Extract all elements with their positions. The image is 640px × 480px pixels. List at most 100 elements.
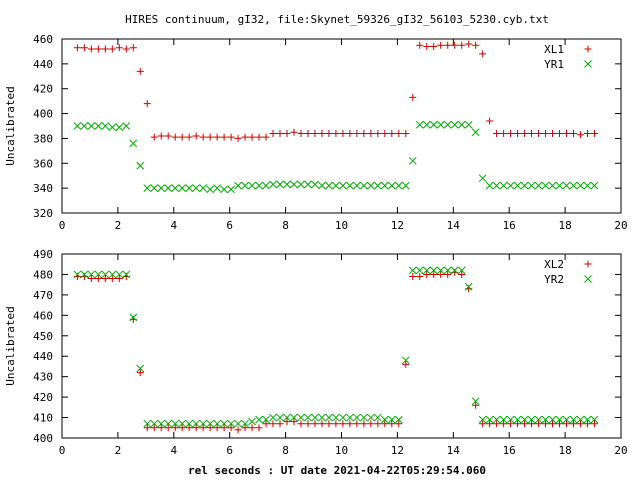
xl1-point (115, 44, 123, 52)
yr1-point (548, 181, 557, 190)
xl2-point (332, 420, 340, 428)
xl2-point (262, 420, 270, 428)
yr2-point (150, 419, 159, 428)
yr2-point (534, 415, 543, 424)
xl2-point (409, 272, 417, 280)
yr1-point (318, 181, 326, 190)
x-tick-label: 6 (226, 219, 233, 232)
yr1-point (304, 180, 312, 189)
yr1-point (576, 181, 585, 190)
xl1-point (367, 129, 375, 137)
yr2-point (471, 397, 480, 406)
yr1-point (80, 122, 89, 130)
yr2-point (464, 282, 473, 291)
x-tick-label: 0 (59, 219, 66, 232)
yr2-point (478, 415, 487, 424)
yr2-point (206, 419, 214, 428)
yr1-point (178, 184, 187, 192)
y-tick-label: 490 (33, 248, 53, 261)
xl2-point (514, 420, 522, 428)
yr1-point (339, 181, 347, 190)
yr1-point (506, 181, 515, 190)
y-tick-label: 460 (33, 33, 53, 46)
x-tick-label: 12 (391, 444, 404, 457)
xl2-point (576, 420, 584, 428)
yr1-point (241, 181, 249, 190)
yr1-point (269, 180, 277, 189)
xl2-point (444, 270, 452, 278)
xl2-point (283, 418, 291, 426)
yr2-point (457, 266, 466, 275)
x-tick-label: 14 (447, 444, 461, 457)
xl2-point (213, 424, 221, 432)
yr1-point (262, 181, 270, 190)
x-tick-label: 10 (335, 444, 348, 457)
yr2-point (506, 415, 515, 424)
y-axis-label: Uncalibrated (4, 306, 17, 385)
yr2-point (513, 415, 522, 424)
xl2-point (171, 424, 179, 432)
yr1-point (471, 128, 480, 137)
xl1-point (395, 129, 403, 137)
xl1-point (283, 129, 291, 137)
yr1-point (429, 120, 438, 129)
xl2-point (115, 275, 123, 283)
yr2-point (429, 266, 438, 275)
yr1-point (450, 120, 459, 129)
xl2-point (458, 270, 466, 278)
x-tick-label: 4 (170, 444, 177, 457)
yr1-point (325, 181, 333, 190)
yr1-point (422, 120, 431, 129)
legend-label: XL2 (544, 258, 564, 271)
xl2-point (549, 420, 557, 428)
yr1-point (234, 181, 242, 190)
bottom-plot: 0 2 4 6 8 10 12 14 16 18 20 400 410 420 430 440 450 460 47… (4, 248, 628, 457)
xl2-point (157, 424, 165, 432)
yr1-point (171, 184, 180, 192)
xl1-point (576, 131, 584, 139)
yr2-point (129, 313, 138, 322)
yr2-point (311, 413, 319, 422)
xl2-point (583, 420, 591, 428)
y-tick-label: 360 (33, 157, 53, 170)
xl2-point (325, 420, 333, 428)
xl1-point (220, 133, 228, 141)
xl2-point (500, 420, 508, 428)
x-tick-label: 14 (447, 219, 461, 232)
legend-label: YR2 (544, 273, 564, 286)
xl1-point (528, 129, 536, 137)
xl1-point (430, 42, 438, 50)
yr2-point (415, 266, 424, 275)
xl1-point (297, 129, 305, 137)
xl2-point (430, 270, 438, 278)
x-tick-label: 20 (614, 444, 627, 457)
xl2-point (374, 420, 382, 428)
yr1-point (143, 184, 152, 192)
xl2-point (360, 420, 368, 428)
yr1-point (513, 181, 522, 190)
yr1-point (373, 181, 382, 190)
x-tick-label: 18 (558, 444, 571, 457)
xl1-point (451, 41, 459, 49)
xl1-point (353, 129, 361, 137)
legend-label: YR1 (544, 58, 564, 71)
yr1-point (213, 184, 221, 192)
xl2-point (269, 420, 277, 428)
xl2-point (276, 420, 284, 428)
xl1-point (388, 129, 396, 137)
xl1-point (304, 129, 312, 137)
xl1-point (143, 100, 151, 108)
xl1-point (171, 133, 179, 141)
yr1-point (192, 184, 201, 192)
yr2-point (220, 419, 228, 428)
xl1-point (80, 44, 88, 52)
xl1-point (178, 133, 186, 141)
xl1-point (255, 133, 263, 141)
xl2-point (143, 424, 151, 432)
xl2-point (87, 275, 95, 283)
xl1-point (569, 129, 577, 137)
yr1-point (248, 181, 256, 190)
yr2-point (290, 413, 298, 422)
yr1-point (199, 184, 208, 192)
